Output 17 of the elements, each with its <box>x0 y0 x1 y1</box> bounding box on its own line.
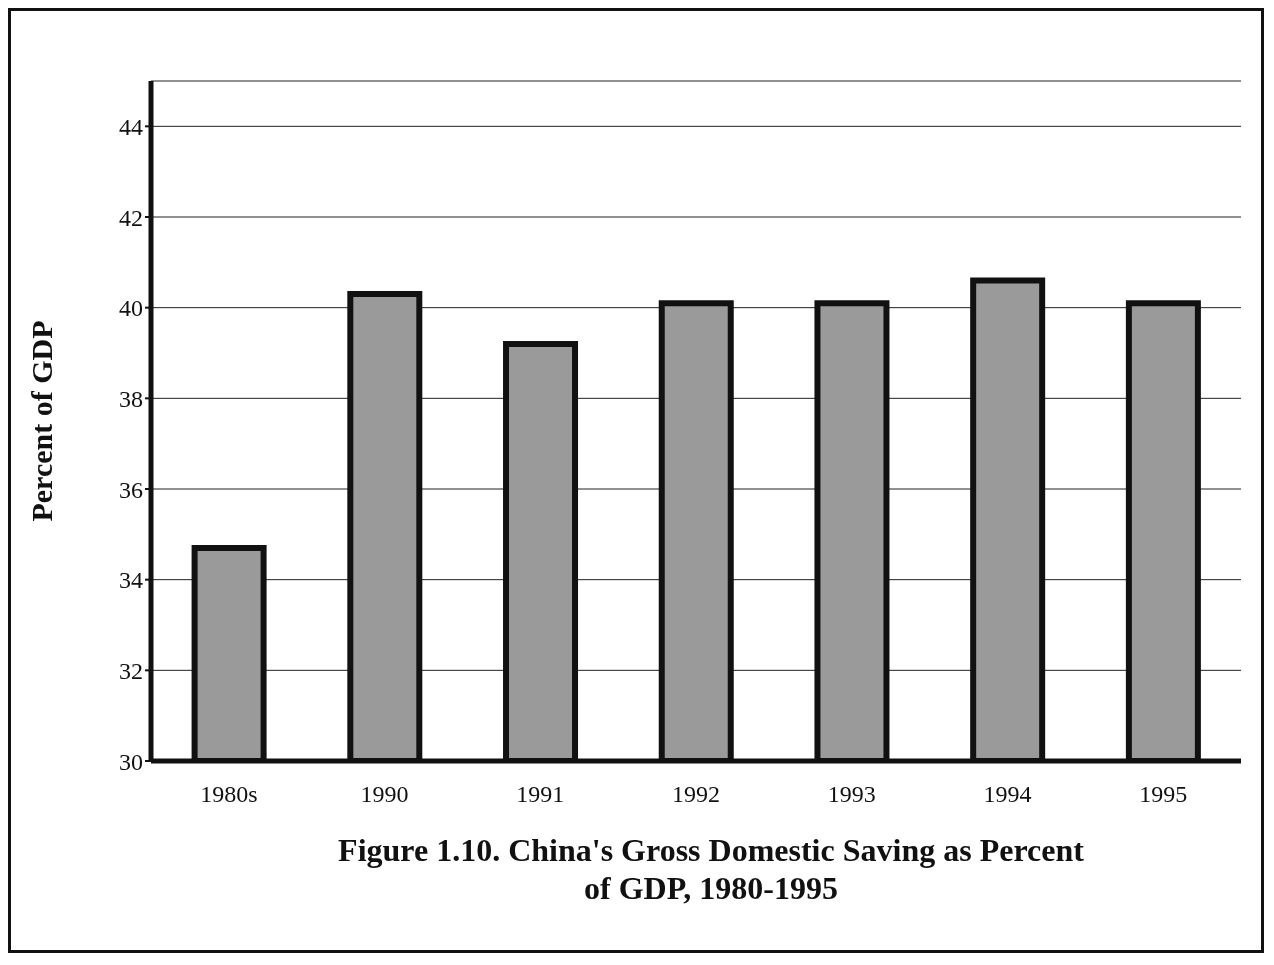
x-tick-label: 1995 <box>1139 781 1188 808</box>
y-tick-label: 34 <box>119 567 143 594</box>
y-tick-label: 42 <box>119 204 143 231</box>
y-tick-label: 32 <box>119 657 143 684</box>
y-axis-title: Percent of GDP <box>24 320 58 522</box>
x-tick-label: 1992 <box>672 781 720 808</box>
text: Figure 1.10. China's Gross Domestic Saving as Percent of GDP, 1980-1995 <box>337 831 1085 908</box>
y-tick-label: 36 <box>119 476 143 503</box>
x-tick-label: 1994 <box>983 781 1032 808</box>
x-tick-label: 1980s <box>200 781 258 808</box>
y-tick-label: 30 <box>119 748 143 775</box>
x-tick-label: 1993 <box>827 781 876 808</box>
y-tick-label: 44 <box>119 113 143 140</box>
x-tick-label: 1991 <box>516 781 565 808</box>
x-tick-label: 1990 <box>360 781 409 808</box>
y-tick-label: 38 <box>119 385 143 412</box>
y-tick-label: 40 <box>119 295 143 322</box>
